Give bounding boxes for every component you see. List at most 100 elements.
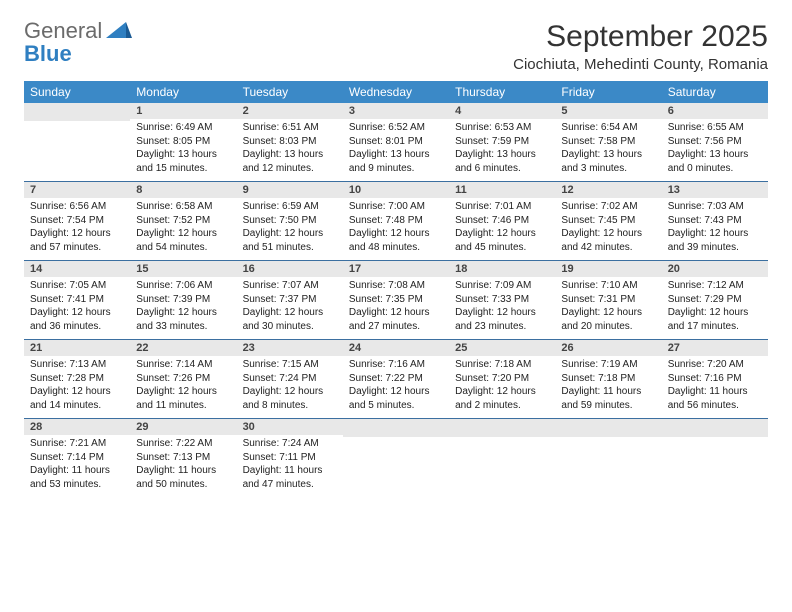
day-number: 9 bbox=[237, 182, 343, 198]
day-number: 6 bbox=[662, 103, 768, 119]
day-number: 20 bbox=[662, 261, 768, 277]
day-number-empty bbox=[343, 419, 449, 437]
sunrise-text: Sunrise: 7:03 AM bbox=[668, 200, 762, 214]
daylight-text: Daylight: 12 hours and 8 minutes. bbox=[243, 385, 337, 412]
day-number: 11 bbox=[449, 182, 555, 198]
day-number: 4 bbox=[449, 103, 555, 119]
month-title: September 2025 bbox=[513, 20, 768, 54]
sunrise-text: Sunrise: 7:15 AM bbox=[243, 358, 337, 372]
sunset-text: Sunset: 7:20 PM bbox=[455, 372, 549, 386]
day-number: 22 bbox=[130, 340, 236, 356]
day-body: Sunrise: 7:14 AMSunset: 7:26 PMDaylight:… bbox=[130, 356, 236, 416]
day-body: Sunrise: 7:06 AMSunset: 7:39 PMDaylight:… bbox=[130, 277, 236, 337]
day-header-row: Sunday Monday Tuesday Wednesday Thursday… bbox=[24, 81, 768, 103]
day-body: Sunrise: 6:54 AMSunset: 7:58 PMDaylight:… bbox=[555, 119, 661, 179]
daylight-text: Daylight: 13 hours and 3 minutes. bbox=[561, 148, 655, 175]
day-number: 5 bbox=[555, 103, 661, 119]
day-number: 10 bbox=[343, 182, 449, 198]
day-body: Sunrise: 7:01 AMSunset: 7:46 PMDaylight:… bbox=[449, 198, 555, 258]
sunrise-text: Sunrise: 7:12 AM bbox=[668, 279, 762, 293]
sunset-text: Sunset: 7:41 PM bbox=[30, 293, 124, 307]
daylight-text: Daylight: 11 hours and 53 minutes. bbox=[30, 464, 124, 491]
day-body: Sunrise: 7:24 AMSunset: 7:11 PMDaylight:… bbox=[237, 435, 343, 495]
sunset-text: Sunset: 7:29 PM bbox=[668, 293, 762, 307]
day-header-fri: Friday bbox=[555, 81, 661, 103]
day-number: 19 bbox=[555, 261, 661, 277]
daylight-text: Daylight: 12 hours and 2 minutes. bbox=[455, 385, 549, 412]
daylight-text: Daylight: 12 hours and 48 minutes. bbox=[349, 227, 443, 254]
sunrise-text: Sunrise: 7:01 AM bbox=[455, 200, 549, 214]
day-header-wed: Wednesday bbox=[343, 81, 449, 103]
day-cell: 5Sunrise: 6:54 AMSunset: 7:58 PMDaylight… bbox=[555, 103, 661, 181]
week-row: 1 Sunrise: 6:49 AMSunset: 8:05 PM Daylight… bbox=[24, 103, 768, 182]
day-header-sun: Sunday bbox=[24, 81, 130, 103]
day-cell: 27Sunrise: 7:20 AMSunset: 7:16 PMDayligh… bbox=[662, 340, 768, 418]
day-number-empty bbox=[449, 419, 555, 437]
day-body: Sunrise: 6:55 AMSunset: 7:56 PMDaylight:… bbox=[662, 119, 768, 179]
sunrise-text: Sunrise: 6:54 AM bbox=[561, 121, 655, 135]
logo-text-block: General Blue bbox=[24, 20, 102, 67]
sunset-text: Sunset: 7:26 PM bbox=[136, 372, 230, 386]
sunrise-text: Sunrise: 6:55 AM bbox=[668, 121, 762, 135]
day-cell: 19Sunrise: 7:10 AMSunset: 7:31 PMDayligh… bbox=[555, 261, 661, 339]
calendar: Sunday Monday Tuesday Wednesday Thursday… bbox=[24, 81, 768, 497]
sunset-text: Sunset: 7:14 PM bbox=[30, 451, 124, 465]
sunset-text: Sunset: 7:46 PM bbox=[455, 214, 549, 228]
sunset-text: Sunset: 7:56 PM bbox=[668, 135, 762, 149]
day-body: Sunrise: 6:52 AMSunset: 8:01 PMDaylight:… bbox=[343, 119, 449, 179]
sunset-text: Sunset: 7:28 PM bbox=[30, 372, 124, 386]
sunrise-text: Sunrise: 7:05 AM bbox=[30, 279, 124, 293]
day-number: 7 bbox=[24, 182, 130, 198]
daylight-text: Daylight: 11 hours and 59 minutes. bbox=[561, 385, 655, 412]
day-header-thu: Thursday bbox=[449, 81, 555, 103]
day-cell: 29Sunrise: 7:22 AMSunset: 7:13 PMDayligh… bbox=[130, 419, 236, 497]
location-text: Ciochiuta, Mehedinti County, Romania bbox=[513, 56, 768, 73]
sunset-text: Sunset: 7:59 PM bbox=[455, 135, 549, 149]
day-cell: 13Sunrise: 7:03 AMSunset: 7:43 PMDayligh… bbox=[662, 182, 768, 260]
day-body: Sunrise: 7:20 AMSunset: 7:16 PMDaylight:… bbox=[662, 356, 768, 416]
sunset-text: Sunset: 7:11 PM bbox=[243, 451, 337, 465]
day-body: Sunrise: 7:10 AMSunset: 7:31 PMDaylight:… bbox=[555, 277, 661, 337]
sunrise-text: Sunrise: 6:59 AM bbox=[243, 200, 337, 214]
day-number: 1 bbox=[130, 103, 236, 119]
day-cell: 20Sunrise: 7:12 AMSunset: 7:29 PMDayligh… bbox=[662, 261, 768, 339]
daylight-text: Daylight: 12 hours and 23 minutes. bbox=[455, 306, 549, 333]
daylight-text: Daylight: 13 hours and 6 minutes. bbox=[455, 148, 549, 175]
day-number: 24 bbox=[343, 340, 449, 356]
day-body: Sunrise: 7:07 AMSunset: 7:37 PMDaylight:… bbox=[237, 277, 343, 337]
day-cell bbox=[449, 419, 555, 497]
sunset-text: Sunset: 7:22 PM bbox=[349, 372, 443, 386]
sunrise-text: Sunrise: 6:53 AM bbox=[455, 121, 549, 135]
sunset-text: Sunset: 7:33 PM bbox=[455, 293, 549, 307]
sunrise-text: Sunrise: 7:10 AM bbox=[561, 279, 655, 293]
day-cell: 16Sunrise: 7:07 AMSunset: 7:37 PMDayligh… bbox=[237, 261, 343, 339]
logo: General Blue bbox=[24, 20, 132, 67]
day-cell: 8Sunrise: 6:58 AMSunset: 7:52 PMDaylight… bbox=[130, 182, 236, 260]
sunset-text: Sunset: 7:50 PM bbox=[243, 214, 337, 228]
day-cell: 30Sunrise: 7:24 AMSunset: 7:11 PMDayligh… bbox=[237, 419, 343, 497]
sunrise-text: Sunrise: 7:02 AM bbox=[561, 200, 655, 214]
day-body: Sunrise: 6:58 AMSunset: 7:52 PMDaylight:… bbox=[130, 198, 236, 258]
day-number: 14 bbox=[24, 261, 130, 277]
daylight-text: Daylight: 11 hours and 47 minutes. bbox=[243, 464, 337, 491]
daylight-text: Daylight: 12 hours and 57 minutes. bbox=[30, 227, 124, 254]
daylight-text: Daylight: 11 hours and 56 minutes. bbox=[668, 385, 762, 412]
daylight-text: Daylight: 13 hours and 9 minutes. bbox=[349, 148, 443, 175]
sunrise-text: Sunrise: 7:22 AM bbox=[136, 437, 230, 451]
sunset-text: Sunset: 8:05 PM bbox=[136, 135, 230, 149]
sunset-text: Sunset: 8:03 PM bbox=[243, 135, 337, 149]
sunset-text: Sunset: 7:58 PM bbox=[561, 135, 655, 149]
day-body: Sunrise: 6:53 AMSunset: 7:59 PMDaylight:… bbox=[449, 119, 555, 179]
sunrise-text: Sunrise: 6:49 AM bbox=[136, 121, 230, 135]
sunset-text: Sunset: 7:16 PM bbox=[668, 372, 762, 386]
day-body: Sunrise: 7:19 AMSunset: 7:18 PMDaylight:… bbox=[555, 356, 661, 416]
sunrise-text: Sunrise: 7:19 AM bbox=[561, 358, 655, 372]
day-body: Sunrise: 6:59 AMSunset: 7:50 PMDaylight:… bbox=[237, 198, 343, 258]
sunrise-text: Sunrise: 6:52 AM bbox=[349, 121, 443, 135]
sunset-text: Sunset: 7:48 PM bbox=[349, 214, 443, 228]
day-cell: 17Sunrise: 7:08 AMSunset: 7:35 PMDayligh… bbox=[343, 261, 449, 339]
sunrise-text: Sunrise: 7:09 AM bbox=[455, 279, 549, 293]
sunrise-text: Sunrise: 7:18 AM bbox=[455, 358, 549, 372]
day-cell: 2Sunrise: 6:51 AMSunset: 8:03 PMDaylight… bbox=[237, 103, 343, 181]
sunset-text: Sunset: 7:54 PM bbox=[30, 214, 124, 228]
